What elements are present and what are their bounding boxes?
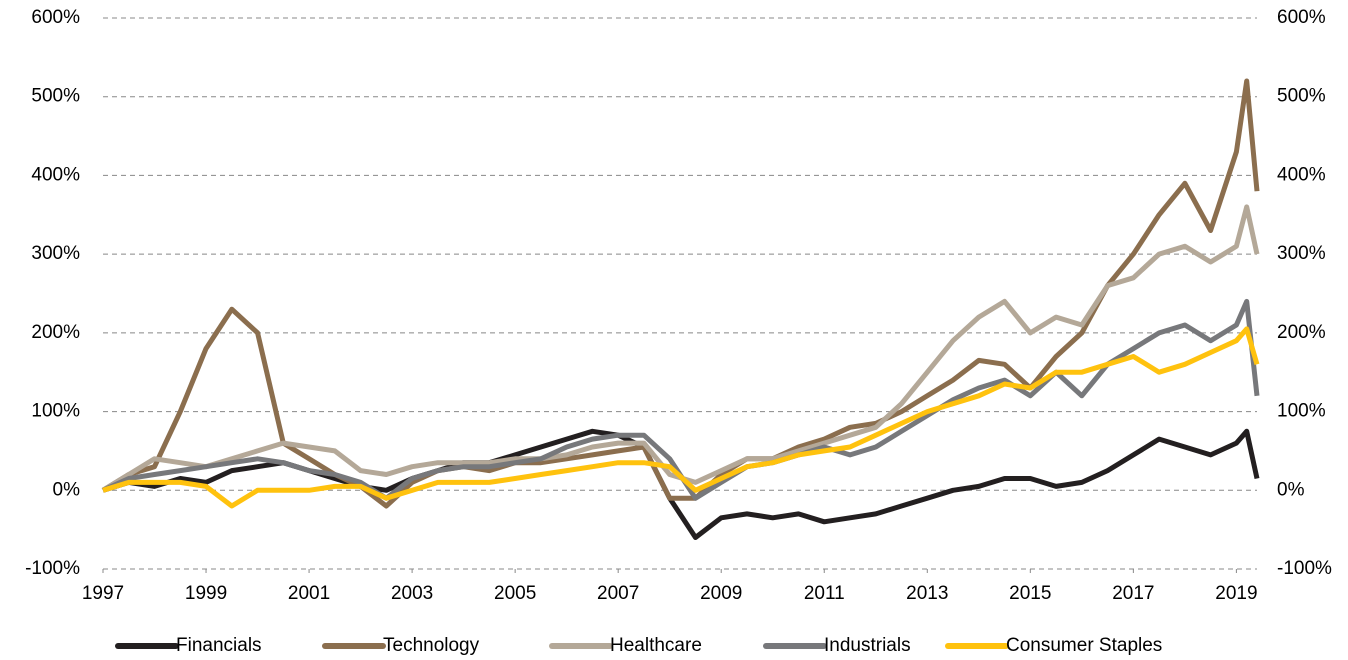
y2-tick-label: 200% [1277,322,1326,343]
legend-label: Industrials [824,635,911,656]
x-tick-label: 2019 [1215,583,1257,604]
y2-tick-label: 300% [1277,243,1326,264]
series-line [101,298,1260,501]
legend-label: Consumer Staples [1006,635,1162,656]
y-tick-label: 300% [31,243,80,264]
x-tick-label: 2011 [804,583,845,604]
x-tick-label: 2013 [906,583,948,604]
y-tick-label: -100% [25,558,80,579]
legend-label: Healthcare [610,635,702,656]
series-line [102,326,1260,509]
x-tick-label: 2001 [288,583,330,604]
series-line [101,78,1260,509]
y-tick-label: 200% [31,322,80,343]
x-tick-label: 1999 [185,583,227,604]
legend-label: Financials [176,635,262,656]
x-tick-label: 2007 [597,583,639,604]
y2-tick-label: 500% [1277,86,1326,107]
y-tick-label: 100% [31,401,80,422]
y-tick-label: 500% [31,86,80,107]
y-tick-label: 0% [53,479,81,500]
y2-tick-label: 100% [1277,401,1326,422]
x-tick-label: 2017 [1112,583,1154,604]
x-tick-label: 2009 [700,583,742,604]
y2-tick-label: 400% [1277,164,1326,185]
x-tick-label: 2005 [494,583,536,604]
x-tick-label: 2003 [391,583,433,604]
y-tick-label: 400% [31,164,80,185]
legend-label: Technology [383,635,480,656]
y2-tick-label: 600% [1277,7,1326,28]
y-tick-label: 600% [31,7,80,28]
y2-tick-label: 0% [1277,479,1305,500]
series-line [101,204,1260,493]
x-tick-label: 2015 [1009,583,1051,604]
x-tick-label: 1997 [82,583,124,604]
y2-tick-label: -100% [1277,558,1332,579]
